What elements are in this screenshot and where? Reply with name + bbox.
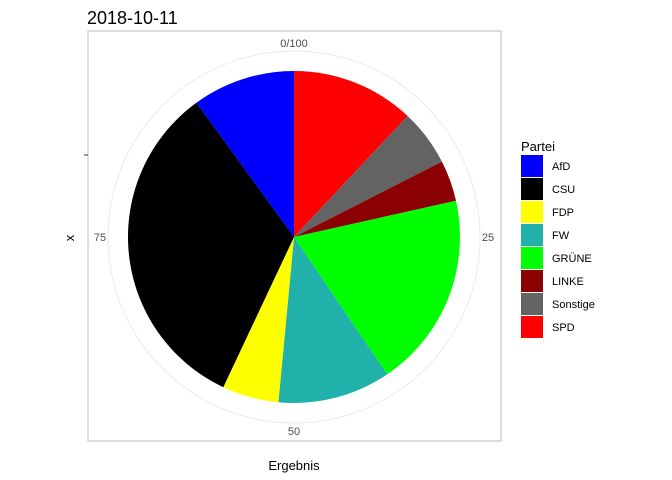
legend-label: FDP xyxy=(552,207,574,219)
angle-tick-label: 25 xyxy=(482,232,494,244)
legend-items: AfD CSU FDP FW GRÜNE LINKE Sonstige SPD xyxy=(521,155,595,338)
legend-key xyxy=(521,155,543,177)
legend-key xyxy=(521,224,543,246)
pie-slice-sonstige xyxy=(294,115,442,237)
legend-key xyxy=(521,293,543,315)
pie-slice-fw xyxy=(278,237,388,403)
legend-label: LINKE xyxy=(552,276,584,288)
legend-label: GRÜNE xyxy=(552,253,592,265)
pie-slice-csu xyxy=(127,102,295,388)
legend-key xyxy=(521,178,543,200)
legend-key xyxy=(521,316,543,338)
legend-label: AfD xyxy=(552,161,570,173)
angle-tick-label: 75 xyxy=(94,232,106,244)
legend-label: SPD xyxy=(552,322,575,334)
legend-key xyxy=(521,247,543,269)
x-axis-title: Ergebnis xyxy=(268,458,320,473)
plot-panel xyxy=(87,30,502,442)
pie-slice-afd xyxy=(196,71,294,237)
legend: Partei AfD CSU FDP FW GRÜNE LINKE Sonstige SPD xyxy=(521,139,595,338)
angle-tick-labels: 0/100 25 50 75 xyxy=(94,38,494,438)
angle-tick-label: 0/100 xyxy=(280,38,308,50)
legend-key xyxy=(521,201,543,223)
pie-slice-gr-ne xyxy=(294,200,461,375)
legend-title: Partei xyxy=(521,139,555,154)
pie-slice-spd xyxy=(294,71,408,237)
chart-title: 2018-10-11 xyxy=(87,8,178,28)
outer-grid-ring xyxy=(107,50,481,424)
pie-slices xyxy=(127,71,461,403)
pie-slice-fdp xyxy=(223,237,294,403)
legend-label: CSU xyxy=(552,184,575,196)
legend-key xyxy=(521,270,543,292)
legend-label: FW xyxy=(552,230,570,242)
pie-slice-linke xyxy=(294,161,457,237)
y-axis-title: x xyxy=(62,234,77,241)
legend-label: Sonstige xyxy=(552,299,595,311)
angle-tick-label: 50 xyxy=(288,426,300,438)
